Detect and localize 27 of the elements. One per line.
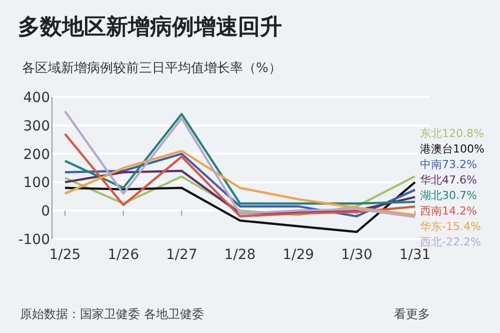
series-label: 华东-15.4% xyxy=(420,220,481,233)
chart-title: 多数地区新增病例增速回升 xyxy=(18,14,282,40)
y-tick-label: 100 xyxy=(23,175,50,192)
x-tick-label: 1/26 xyxy=(108,247,140,263)
text: 看更多 xyxy=(394,307,430,321)
chart-subtitle: 各区域新增病例较前三日平均值增长率（%） xyxy=(22,60,282,76)
y-tick-label: 200 xyxy=(23,146,50,163)
y-tick-label: 0 xyxy=(41,204,50,220)
x-tick-label: 1/31 xyxy=(399,247,431,263)
text: 原始数据：国家卫健委 各地卫健委 xyxy=(20,307,204,321)
x-tick-label: 1/25 xyxy=(49,247,81,263)
text: 港澳台100% xyxy=(420,142,484,156)
line-series xyxy=(64,181,416,233)
series-label: 中南73.2% xyxy=(420,158,477,171)
series-label: 西北-22.2% xyxy=(420,236,481,248)
x-tick-label: 1/29 xyxy=(282,247,314,263)
y-tick-label: 300 xyxy=(23,118,50,134)
series-label: 湖北30.7% xyxy=(420,189,477,202)
text: 东北120.8% xyxy=(420,127,484,140)
y-tick-label: -100 xyxy=(18,232,50,248)
line-series xyxy=(64,132,416,218)
x-tick-label: 1/30 xyxy=(340,247,372,263)
series-label: 华北47.6% xyxy=(420,174,477,186)
series-label: 西南14.2% xyxy=(420,204,477,218)
y-tick-label: 400 xyxy=(23,90,50,106)
x-tick-label: 1/28 xyxy=(224,247,256,263)
x-tick-label: 1/27 xyxy=(166,247,198,263)
